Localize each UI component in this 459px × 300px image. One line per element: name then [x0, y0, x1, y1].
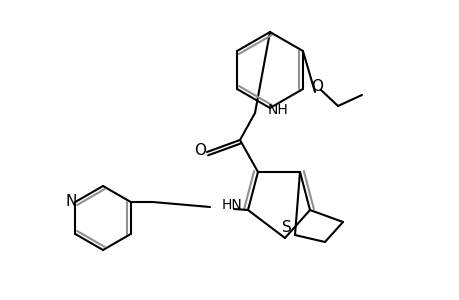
- Text: NH: NH: [268, 103, 288, 117]
- Text: O: O: [310, 79, 322, 94]
- Text: O: O: [194, 142, 206, 158]
- Text: HN: HN: [222, 198, 242, 212]
- Text: N: N: [66, 194, 77, 208]
- Text: S: S: [281, 220, 291, 236]
